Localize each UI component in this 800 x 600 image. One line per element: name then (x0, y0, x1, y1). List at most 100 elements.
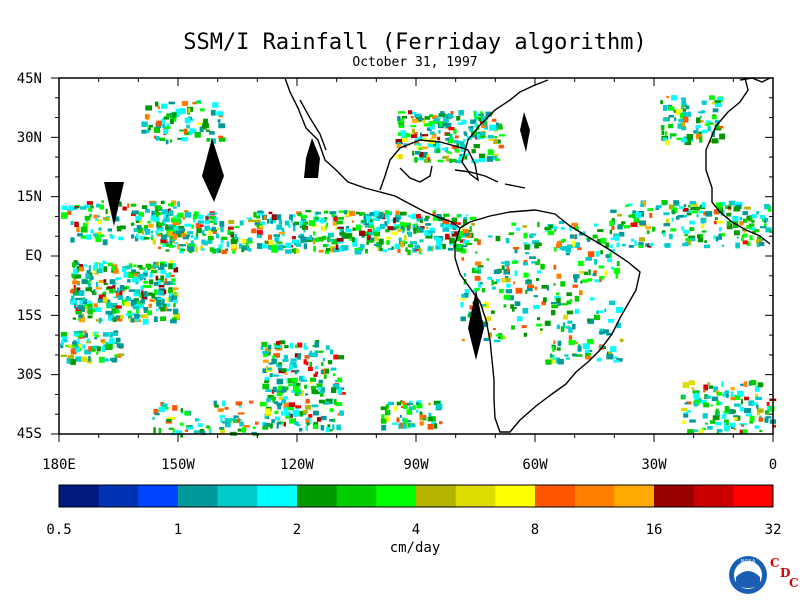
rain-pixel (578, 232, 586, 236)
rain-pixel (478, 281, 482, 288)
rain-pixel (203, 240, 208, 246)
rain-pixel (531, 261, 538, 264)
rain-pixel (147, 221, 151, 224)
rain-pixel (67, 344, 75, 348)
rain-pixel (224, 418, 231, 423)
rain-pixel (325, 345, 330, 350)
rain-pixel (733, 428, 737, 431)
rain-pixel (336, 424, 341, 430)
rain-pixel (557, 340, 562, 347)
rain-pixel (384, 210, 389, 215)
rain-pixel (87, 303, 93, 309)
rain-pixel (421, 134, 429, 137)
lon-label-180e: 180E (42, 457, 76, 473)
rain-pixel (765, 227, 772, 233)
rain-pixel (662, 232, 666, 237)
rain-pixel (86, 270, 91, 274)
rain-pixel (165, 224, 169, 230)
rain-pixel (604, 270, 608, 276)
rain-pixel (220, 226, 224, 233)
rain-pixel (160, 306, 166, 312)
rain-pixel (368, 220, 374, 225)
rain-pixel (312, 239, 316, 245)
rain-pixel (506, 283, 511, 288)
rain-pixel (400, 222, 407, 226)
rain-pixel (541, 284, 548, 289)
rain-pixel (522, 261, 528, 266)
rain-pixel (598, 265, 604, 269)
rain-pixel (313, 245, 316, 252)
rain-pixel (179, 108, 186, 114)
rain-pixel (340, 229, 344, 234)
rain-pixel (563, 314, 568, 320)
rain-pixel (534, 286, 538, 291)
rain-pixel (192, 215, 198, 220)
rain-pixel (76, 287, 81, 293)
rain-pixel (168, 231, 173, 237)
rain-pixel (98, 317, 102, 324)
rain-pixel (564, 354, 569, 357)
rain-pixel (514, 270, 518, 277)
rain-pixel (485, 125, 488, 130)
rain-pixel (572, 284, 578, 288)
rain-pixel (640, 204, 644, 207)
rain-pixel (594, 259, 597, 265)
rain-pixel (412, 118, 419, 123)
rain-pixel (400, 423, 407, 429)
rain-pixel (311, 389, 319, 394)
rain-pixel (271, 419, 275, 424)
rain-pixel (414, 139, 417, 143)
rain-pixel (102, 239, 108, 246)
rain-pixel (333, 354, 339, 360)
rain-pixel (165, 126, 171, 129)
rain-pixel (460, 248, 467, 254)
rain-pixel (322, 235, 327, 240)
rain-pixel (596, 238, 601, 244)
rain-pixel (267, 219, 270, 224)
rain-pixel (265, 389, 272, 392)
rain-pixel (756, 239, 763, 244)
rain-pixel (274, 237, 279, 242)
rain-pixel (273, 234, 280, 237)
rain-pixel (161, 403, 168, 408)
rain-pixel (161, 209, 168, 215)
rain-pixel (701, 202, 706, 208)
rain-pixel (593, 223, 599, 227)
rain-pixel (103, 217, 110, 220)
rain-pixel (78, 290, 85, 296)
rain-pixel (700, 217, 707, 223)
rain-pixel (592, 272, 596, 277)
rain-pixel (419, 411, 423, 415)
rain-pixel (508, 232, 515, 236)
rain-pixel (217, 408, 224, 412)
rain-pixel (510, 304, 515, 309)
rain-pixel (454, 149, 460, 153)
rain-pixel (207, 428, 211, 431)
rain-pixel (150, 299, 158, 302)
rain-pixel (493, 339, 501, 343)
rain-pixel (283, 405, 290, 411)
rain-pixel (80, 356, 88, 362)
rain-pixel (184, 429, 189, 432)
rain-pixel (76, 332, 83, 338)
rain-pixel (141, 290, 144, 294)
rain-pixel (132, 210, 139, 215)
rain-pixel (297, 355, 301, 360)
rain-pixel (271, 358, 277, 365)
rain-pixel (719, 201, 726, 206)
rain-pixel (219, 415, 226, 418)
rain-pixel (78, 348, 82, 352)
rain-pixel (370, 219, 373, 222)
rain-pixel (60, 331, 68, 338)
rain-pixel (188, 118, 194, 122)
rain-pixel (73, 268, 78, 275)
rain-pixel (276, 214, 282, 221)
rain-pixel (703, 402, 710, 408)
rain-pixel (547, 230, 555, 236)
rain-pixel (536, 278, 539, 281)
rain-pixel (416, 225, 419, 228)
rain-pixel (272, 386, 277, 393)
rain-pixel (587, 339, 594, 345)
rain-pixel (295, 344, 298, 349)
rain-pixel (471, 159, 479, 164)
